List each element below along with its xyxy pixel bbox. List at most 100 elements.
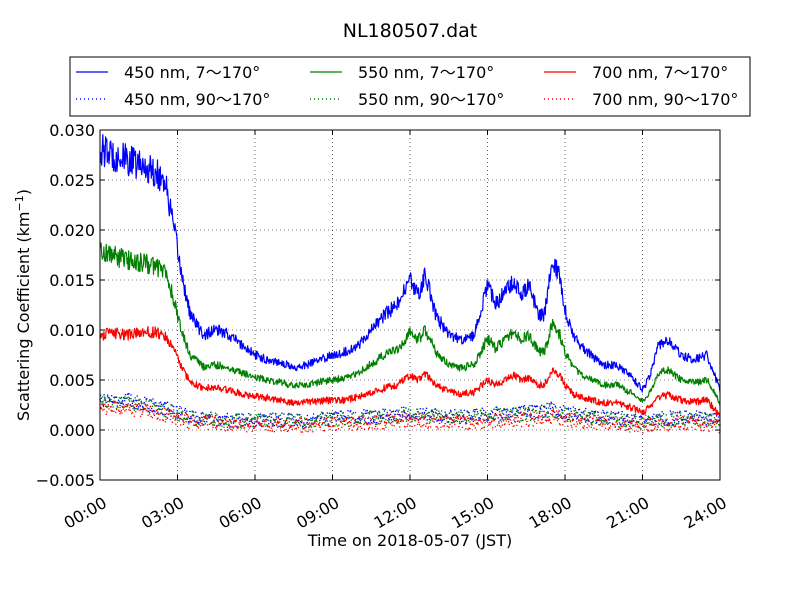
- data-point: [647, 418, 650, 421]
- data-point: [540, 404, 543, 407]
- data-point: [267, 429, 269, 432]
- data-point: [555, 413, 558, 416]
- data-point: [106, 411, 108, 413]
- data-point: [326, 420, 329, 422]
- data-point: [179, 405, 181, 408]
- data-point: [330, 416, 332, 419]
- data-point: [437, 413, 439, 415]
- data-point: [246, 419, 249, 422]
- data-point: [169, 418, 172, 421]
- data-point: [230, 422, 233, 424]
- data-point: [250, 418, 253, 421]
- data-point: [299, 424, 302, 427]
- data-point: [662, 420, 665, 423]
- data-point: [442, 425, 444, 427]
- data-point: [389, 423, 392, 425]
- data-point: [654, 419, 656, 422]
- data-point: [248, 427, 251, 429]
- data-point: [462, 415, 464, 417]
- data-point: [367, 421, 370, 424]
- data-point: [498, 421, 500, 423]
- data-point: [117, 399, 120, 401]
- data-point: [329, 414, 331, 417]
- data-point: [309, 429, 311, 431]
- data-point: [600, 412, 603, 414]
- data-point: [186, 417, 188, 420]
- data-point: [573, 413, 576, 415]
- data-point: [241, 413, 243, 415]
- data-point: [666, 418, 668, 420]
- data-point: [454, 423, 456, 425]
- data-point: [100, 407, 103, 410]
- data-point: [163, 415, 165, 417]
- data-point: [642, 431, 644, 434]
- data-point: [102, 396, 104, 398]
- data-point: [527, 409, 529, 411]
- data-point: [449, 423, 451, 426]
- data-point: [542, 410, 544, 413]
- data-point: [198, 423, 200, 426]
- data-point: [621, 410, 623, 413]
- data-point: [482, 419, 485, 422]
- data-point: [449, 418, 451, 421]
- data-point: [163, 405, 165, 408]
- data-point: [425, 413, 428, 415]
- data-point: [270, 413, 273, 415]
- data-point: [530, 418, 532, 421]
- data-point: [232, 421, 235, 423]
- data-point: [197, 425, 199, 428]
- data-point: [585, 414, 588, 417]
- data-point: [555, 417, 557, 419]
- data-point: [637, 430, 639, 432]
- data-point: [624, 420, 627, 422]
- data-point: [148, 400, 150, 403]
- data-point: [133, 415, 136, 417]
- data-point: [128, 397, 131, 399]
- data-point: [230, 426, 233, 428]
- data-point: [208, 423, 211, 425]
- data-point: [341, 423, 344, 425]
- data-point: [333, 417, 335, 420]
- data-point: [498, 410, 501, 413]
- data-point: [359, 420, 362, 422]
- data-point: [674, 425, 676, 428]
- data-point: [164, 420, 167, 423]
- data-point: [384, 408, 386, 411]
- data-point: [682, 422, 685, 424]
- data-point: [255, 424, 258, 427]
- data-point: [621, 423, 623, 425]
- data-point: [606, 415, 609, 418]
- data-point: [505, 411, 508, 413]
- data-point: [209, 414, 211, 416]
- data-point: [345, 420, 347, 422]
- data-point: [662, 425, 664, 428]
- data-point: [126, 405, 129, 407]
- data-point: [624, 417, 626, 420]
- data-point: [304, 424, 307, 426]
- data-point: [671, 424, 673, 427]
- data-point: [245, 422, 248, 425]
- data-point: [146, 398, 148, 400]
- data-point: [175, 413, 178, 415]
- data-point: [578, 419, 580, 421]
- data-point: [328, 412, 331, 415]
- data-point: [181, 418, 184, 421]
- data-point: [191, 411, 194, 413]
- data-point: [223, 422, 226, 425]
- data-point: [647, 415, 650, 418]
- data-point: [374, 419, 376, 421]
- data-point: [462, 414, 465, 416]
- data-point: [269, 430, 271, 432]
- data-point: [265, 418, 268, 421]
- data-point: [559, 406, 561, 409]
- data-point: [593, 427, 595, 429]
- data-point: [210, 413, 213, 416]
- data-point: [376, 411, 379, 414]
- data-point: [334, 425, 336, 427]
- data-point: [672, 411, 674, 413]
- data-point: [184, 407, 187, 410]
- data-point: [289, 413, 291, 415]
- data-point: [140, 402, 143, 405]
- data-point: [124, 410, 126, 412]
- data-point: [569, 413, 571, 415]
